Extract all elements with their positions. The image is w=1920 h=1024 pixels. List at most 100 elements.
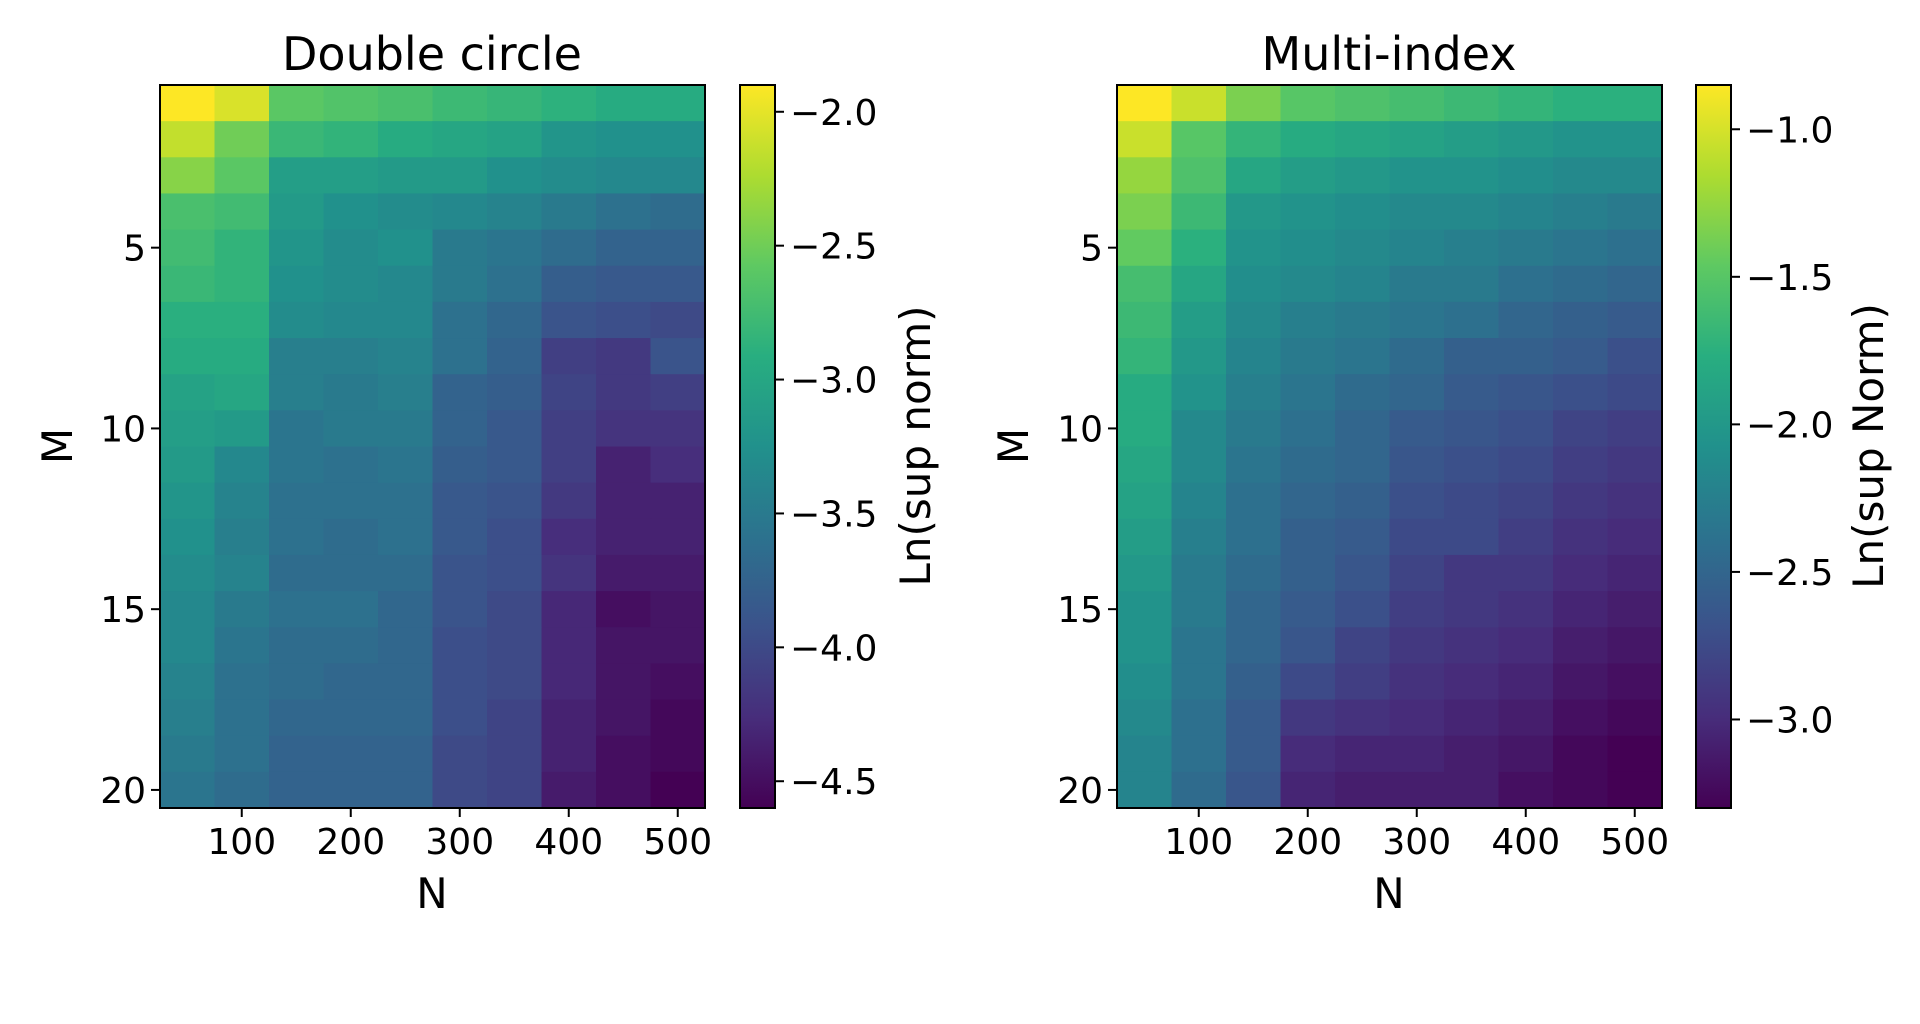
heatmap-cell: [1444, 771, 1500, 809]
heatmap-cell: [1226, 157, 1282, 195]
heatmap-cell: [432, 374, 488, 411]
heatmap-cell: [541, 265, 597, 303]
heatmap-cell: [432, 735, 488, 773]
heatmap-cell: [541, 627, 597, 664]
heatmap-cell: [1335, 193, 1391, 231]
heatmap-cell: [1171, 410, 1227, 448]
heatmap-cell: [596, 735, 652, 773]
heatmap-cell: [1553, 85, 1609, 122]
heatmap-cell: [1280, 193, 1336, 231]
heatmap-cell: [650, 301, 706, 339]
heatmap-cell: [269, 554, 325, 592]
heatmap-cell: [1498, 157, 1554, 195]
heatmap-cell: [378, 410, 434, 448]
heatmap-cell: [323, 410, 379, 448]
colorbar-tick-label: −4.0: [790, 628, 877, 669]
heatmap-cell: [1498, 121, 1554, 158]
heatmap-cell: [1553, 591, 1609, 628]
heatmap-cell: [1553, 663, 1609, 701]
heatmap-cell: [650, 338, 706, 375]
heatmap-cell: [487, 338, 543, 375]
heatmap-cell: [487, 482, 543, 520]
heatmap-cell: [269, 771, 325, 809]
heatmap-cell: [1171, 121, 1227, 158]
heatmap-cell: [1444, 301, 1500, 339]
heatmap-cell: [1226, 265, 1282, 303]
heatmap-cell: [214, 663, 270, 701]
heatmap-cell: [269, 301, 325, 339]
heatmap-cell: [1171, 301, 1227, 339]
x-axis-ticks: 100 200 300 400 500: [207, 808, 712, 863]
heatmap-cell: [1280, 591, 1336, 628]
heatmap-cell: [1607, 554, 1663, 592]
heatmap-cell: [1226, 301, 1282, 339]
heatmap-cell: [1444, 193, 1500, 231]
heatmap-cell: [378, 518, 434, 556]
heatmap-cell: [1226, 663, 1282, 701]
heatmap-cell: [1498, 627, 1554, 664]
heatmap-cell: [1389, 193, 1445, 231]
heatmap-cell: [1226, 374, 1282, 411]
heatmap-cell: [541, 735, 597, 773]
heatmap-cell: [596, 663, 652, 701]
heatmap-cell: [541, 446, 597, 484]
heatmap-cell: [160, 157, 216, 195]
heatmap-cell: [160, 735, 216, 773]
heatmap-cell: [432, 157, 488, 195]
heatmap-cell: [487, 301, 543, 339]
heatmap-cell: [650, 157, 706, 195]
heatmap-cell: [1171, 85, 1227, 122]
heatmap-cell: [541, 121, 597, 158]
heatmap-cell: [650, 627, 706, 664]
heatmap-cell: [1498, 265, 1554, 303]
heatmap-cell: [160, 338, 216, 375]
heatmap-cell: [1389, 338, 1445, 375]
heatmap-cell: [1389, 374, 1445, 411]
heatmap-cell: [541, 229, 597, 267]
heatmap-cell: [1280, 85, 1336, 122]
heatmap-cell: [541, 771, 597, 809]
heatmap-cell: [323, 193, 379, 231]
heatmap-cell: [1498, 482, 1554, 520]
colorbar: [1695, 84, 1732, 809]
heatmap-cell: [1444, 735, 1500, 773]
heatmap-cell: [487, 229, 543, 267]
colorbar-tick-label: −1.5: [1746, 258, 1833, 299]
heatmap-cell: [432, 771, 488, 809]
heatmap-cell: [1444, 482, 1500, 520]
heatmap-cell: [1117, 157, 1173, 195]
heatmap-cell: [214, 265, 270, 303]
x-axis-label: N: [1373, 869, 1404, 918]
heatmap-cell: [1607, 301, 1663, 339]
heatmap-cell: [1553, 301, 1609, 339]
heatmap-cell: [160, 771, 216, 809]
heatmap-cell: [269, 591, 325, 628]
heatmap-cell: [541, 518, 597, 556]
heatmap-cell: [1607, 85, 1663, 122]
heatmap-cell: [1171, 338, 1227, 375]
y-axis-label: M: [33, 428, 82, 464]
heatmap-cell: [432, 193, 488, 231]
heatmap-cell: [1171, 193, 1227, 231]
heatmap-cell: [214, 771, 270, 809]
heatmap-cell: [1389, 229, 1445, 267]
heatmap-cell: [1444, 338, 1500, 375]
x-tick-label: 100: [1164, 822, 1233, 863]
heatmap-cell: [1335, 301, 1391, 339]
heatmap-cell: [487, 663, 543, 701]
heatmap-cell: [1607, 771, 1663, 809]
heatmap-cell: [1553, 193, 1609, 231]
heatmap-cell: [596, 121, 652, 158]
heatmap-cell: [487, 735, 543, 773]
heatmap-cell: [1117, 699, 1173, 737]
heatmap-cell: [487, 554, 543, 592]
heatmap-cell: [1335, 627, 1391, 664]
heatmap-cell: [432, 446, 488, 484]
heatmap-cell: [1171, 229, 1227, 267]
heatmap-cell: [487, 193, 543, 231]
heatmap-cell: [1335, 85, 1391, 122]
heatmap-cell: [1444, 374, 1500, 411]
heatmap-cell: [1335, 554, 1391, 592]
heatmap-cell: [1117, 446, 1173, 484]
x-tick-label: 400: [1491, 822, 1560, 863]
